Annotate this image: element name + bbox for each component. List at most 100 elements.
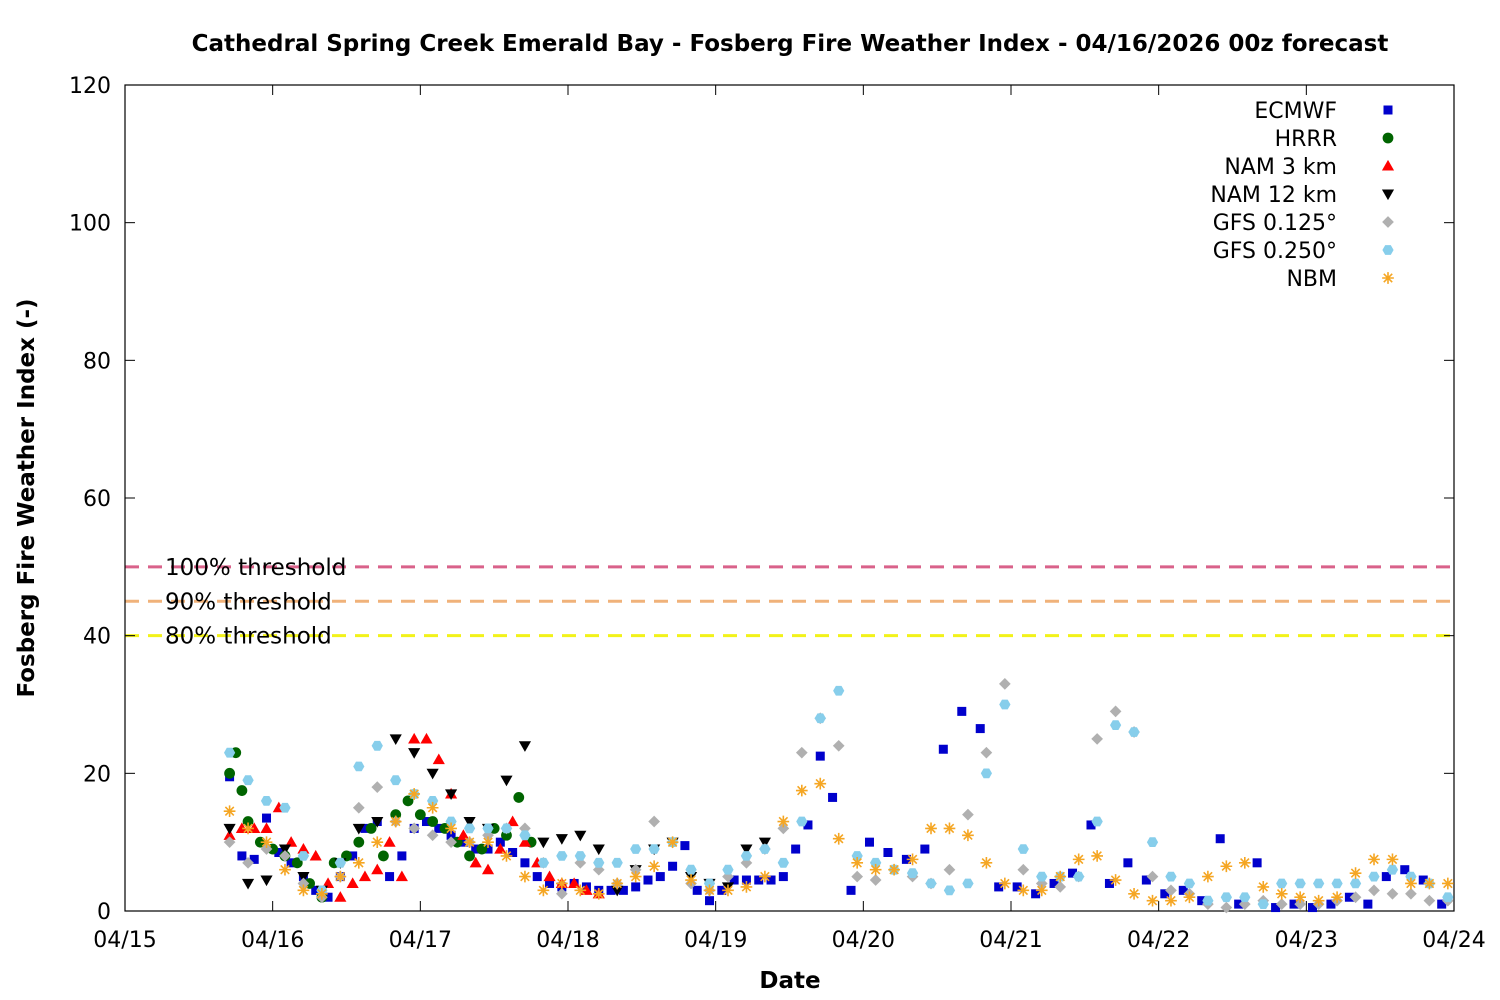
point-gfs-0-250 (334, 857, 346, 868)
point-nam-3-km (334, 891, 347, 902)
series-gfs-0-250 (224, 685, 1454, 909)
point-ecmwf (766, 875, 776, 885)
point-nam-12-km (500, 775, 513, 787)
point-hrrr (291, 857, 303, 869)
point-ecmwf (957, 706, 967, 716)
point-nbm (611, 877, 624, 890)
point-nam-12-km (408, 748, 421, 759)
point-hrrr (513, 792, 525, 803)
point-nbm (666, 836, 679, 849)
point-nam-12-km (278, 844, 292, 856)
point-gfs-0-125 (943, 863, 956, 876)
point-nbm (408, 788, 421, 800)
point-nam-12-km (574, 830, 587, 842)
point-gfs-0-250 (999, 699, 1011, 710)
threshold-label: 80% threshold (165, 624, 332, 650)
point-nbm (316, 887, 328, 900)
point-hrrr (353, 836, 365, 848)
point-nam-3-km (469, 856, 482, 868)
legend-marker-nam-3-km (1381, 159, 1395, 171)
point-ecmwf (705, 896, 715, 906)
point-nbm (1331, 891, 1343, 904)
point-gfs-0-250 (1239, 892, 1251, 903)
point-ecmwf (1012, 882, 1022, 892)
point-gfs-0-125 (352, 801, 365, 814)
legend-label-nbm: NBM (1286, 267, 1337, 292)
point-gfs-0-125 (1386, 887, 1399, 900)
point-ecmwf (274, 847, 284, 857)
point-ecmwf (791, 844, 801, 854)
point-nbm (832, 832, 845, 845)
point-nbm (851, 856, 864, 869)
point-ecmwf (901, 854, 911, 864)
point-gfs-0-250 (962, 878, 974, 889)
point-gfs-0-125 (1349, 891, 1362, 904)
point-gfs-0-250 (1017, 844, 1029, 854)
point-nbm (371, 836, 384, 849)
point-nbm (519, 870, 531, 883)
point-ecmwf (1197, 896, 1207, 906)
point-nbm (1183, 891, 1196, 904)
point-gfs-0-125 (777, 822, 790, 835)
point-nam-3-km (248, 822, 261, 833)
point-gfs-0-250 (1386, 864, 1399, 875)
point-nbm (1349, 867, 1362, 879)
series-nbm (223, 777, 1454, 907)
point-ecmwf (1178, 885, 1188, 895)
point-ecmwf (508, 847, 518, 857)
point-ecmwf (249, 854, 259, 864)
point-gfs-0-250 (1036, 871, 1048, 882)
point-gfs-0-125 (1275, 898, 1288, 910)
threshold-label: 90% threshold (165, 589, 332, 615)
legend: ECMWF HRRR NAM 3 km NAM 12 km GFS 0.125° GFS … (1210, 99, 1395, 292)
point-nam-3-km (481, 863, 495, 875)
point-nbm (260, 836, 273, 849)
point-gfs-0-125 (279, 850, 291, 862)
point-ecmwf (1049, 878, 1059, 888)
point-nbm (297, 884, 310, 897)
point-gfs-0-125 (1035, 877, 1048, 890)
point-ecmwf (864, 837, 874, 847)
point-gfs-0-250 (777, 857, 789, 868)
point-hrrr (365, 823, 377, 834)
point-nbm (1386, 853, 1399, 866)
point-nbm (1109, 874, 1122, 886)
point-ecmwf (938, 744, 948, 754)
point-nam-3-km (518, 836, 532, 847)
point-nam-3-km (580, 884, 593, 895)
point-gfs-0-125 (869, 874, 882, 886)
point-gfs-0-125 (555, 887, 568, 900)
point-gfs-0-250 (943, 885, 956, 896)
point-ecmwf (545, 878, 555, 888)
legend-marker-nam-12-km (1381, 189, 1395, 201)
point-nbm (1275, 887, 1288, 900)
point-ecmwf (237, 851, 247, 861)
point-hrrr (242, 816, 254, 827)
y-axis-title: Fosberg Fire Weather Index (-) (14, 298, 40, 697)
point-ecmwf (1289, 899, 1299, 909)
point-ecmwf (618, 885, 628, 895)
legend-marker-gfs-0-125 (1382, 216, 1394, 228)
point-gfs-0-250 (740, 851, 753, 861)
point-gfs-0-250 (1405, 871, 1417, 882)
point-nbm (1202, 870, 1214, 883)
legend-label-ecmwf: ECMWF (1254, 99, 1337, 124)
point-nbm (1017, 884, 1030, 897)
point-ecmwf (1307, 903, 1317, 913)
point-gfs-0-250 (796, 816, 808, 827)
point-gfs-0-250 (1442, 892, 1454, 903)
point-nbm (1294, 891, 1307, 904)
point-nbm (1368, 853, 1380, 866)
point-gfs-0-250 (611, 857, 623, 868)
point-nam-12-km (260, 875, 273, 887)
point-nam-12-km (518, 741, 532, 752)
point-gfs-0-125 (1368, 884, 1380, 897)
point-gfs-0-125 (408, 822, 421, 835)
point-nam-3-km (285, 836, 298, 847)
point-ecmwf (994, 882, 1004, 892)
point-gfs-0-250 (1165, 871, 1177, 882)
point-nam-3-km (506, 815, 519, 827)
point-ecmwf (1271, 903, 1281, 913)
